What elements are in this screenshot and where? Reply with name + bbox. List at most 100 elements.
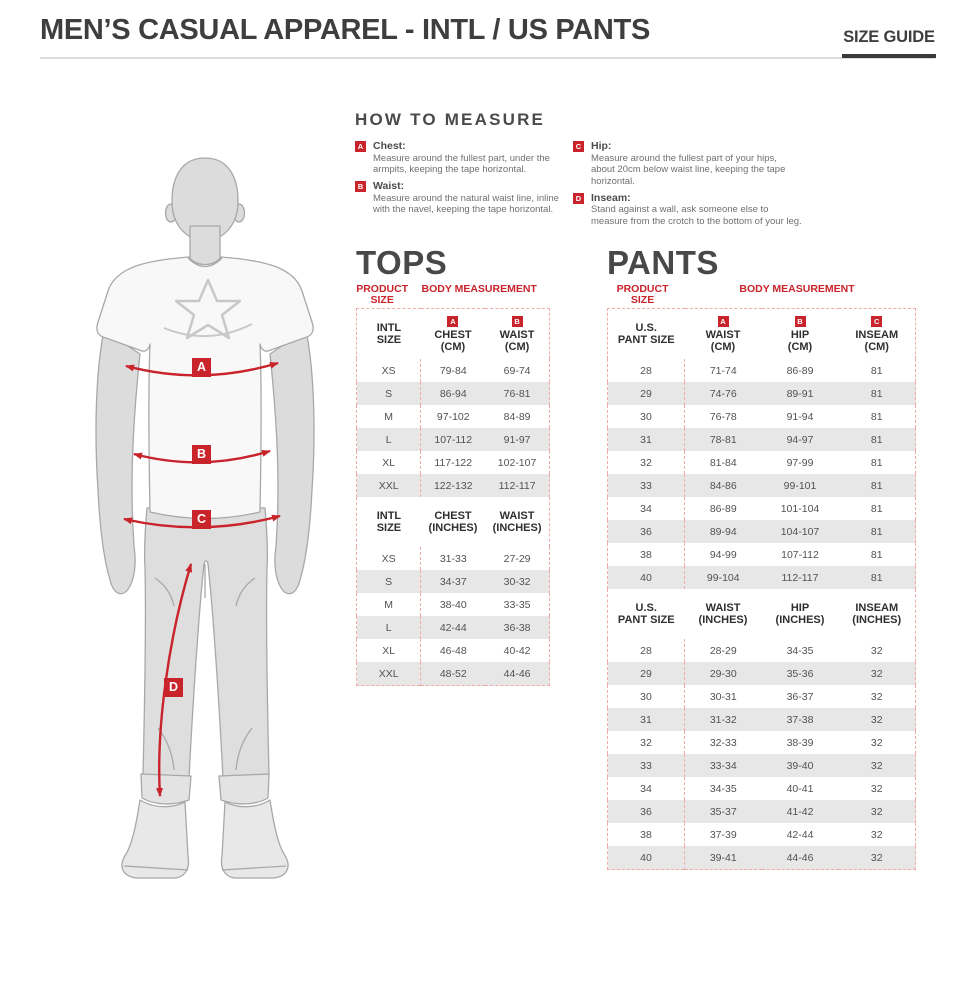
waist-cell: 30-31 — [709, 690, 737, 703]
pants-inches-row: 28 28-29 34-35 32 — [607, 639, 916, 662]
inseam-cell: 81 — [870, 456, 883, 469]
measure-item-waist: B Waist: Measure around the natural wais… — [355, 180, 559, 216]
inseam-cell: 32 — [870, 782, 883, 795]
inseam-cell: 81 — [838, 520, 916, 543]
pants-cm-row: 34 86-89 101-104 81 — [607, 497, 916, 520]
product-size-label: PRODUCT SIZE — [616, 283, 669, 306]
chest-cell: 97-102 — [436, 410, 470, 423]
size-cell: 32 — [607, 731, 685, 754]
waist-cell: 71-74 — [709, 364, 737, 377]
inseam-cell: 32 — [870, 736, 883, 749]
tops-cm-row: XS 79-84 69-74 — [356, 359, 550, 382]
size-cell: L — [356, 428, 422, 451]
inseam-cell: 32 — [870, 644, 883, 657]
hip-cell: 40-41 — [786, 782, 814, 795]
pants-cm-row: 40 99-104 112-117 81 — [607, 566, 916, 589]
hip-cell: 107-112 — [781, 548, 819, 561]
column-header: WAIST (INCHES) — [698, 602, 748, 626]
column-header: A WAIST (CM) — [705, 315, 741, 353]
inseam-cell: 32 — [838, 754, 916, 777]
inseam-cell: 81 — [870, 548, 883, 561]
inseam-cell: 32 — [838, 708, 916, 731]
chest-cell: 31-33 — [439, 552, 467, 565]
pants-inches-row: 29 29-30 35-36 32 — [607, 662, 916, 685]
measure-badge-icon: B — [511, 315, 523, 327]
chest-cell: 107-112 — [420, 428, 486, 451]
chest-cell: 34-37 — [420, 570, 486, 593]
size-cell: 28 — [607, 359, 685, 382]
pants-heading: PANTS — [607, 244, 719, 281]
column-header: U.S. PANT SIZE — [617, 602, 675, 626]
hip-cell: 94-97 — [761, 428, 839, 451]
hip-cell: 99-101 — [761, 474, 839, 497]
size-cell: 38 — [607, 823, 685, 846]
pants-cm-row: 32 81-84 97-99 81 — [607, 451, 916, 474]
waist-cell: 35-37 — [684, 800, 762, 823]
tops-heading: TOPS — [356, 244, 448, 281]
inseam-cell: 81 — [838, 566, 916, 589]
size-cell: 30 — [607, 405, 685, 428]
size-cell: M — [356, 405, 422, 428]
pants-inches-row: 34 34-35 40-41 32 — [607, 777, 916, 800]
inseam-cell: 32 — [838, 662, 916, 685]
size-cell: XS — [356, 547, 422, 570]
pants-inches-row: 36 35-37 41-42 32 — [607, 800, 916, 823]
size-cell: 40 — [607, 846, 685, 870]
pants-table: U.S. PANT SIZE A WAIST (CM) B HIP (CM) C — [607, 308, 916, 870]
waist-cell: 39-41 — [684, 846, 762, 870]
size-cell: 29 — [607, 662, 685, 685]
size-cell: XS — [356, 359, 422, 382]
waist-cell: 33-34 — [684, 754, 762, 777]
tops-cm-row: XL 117-122 102-107 — [356, 451, 550, 474]
pants-cm-header-row: U.S. PANT SIZE A WAIST (CM) B HIP (CM) C — [608, 309, 916, 360]
inseam-cell: 32 — [870, 690, 883, 703]
hip-cell: 34-35 — [786, 644, 814, 657]
chest-cell: 86-94 — [420, 382, 486, 405]
column-header: A CHEST (CM) — [434, 315, 472, 353]
waist-cell: 84-86 — [684, 474, 762, 497]
tops-table-labels: PRODUCT SIZE BODY MEASUREMENT — [356, 284, 550, 306]
size-cell: M — [356, 593, 422, 616]
body-measurement-label: BODY MEASUREMENT — [421, 283, 537, 295]
size-cell: 32 — [607, 451, 685, 474]
pants-inches-header-row: U.S. PANT SIZE WAIST (INCHES) HIP (INCHE… — [608, 589, 916, 639]
size-cell: XL — [356, 639, 422, 662]
pants-inches-row: 38 37-39 42-44 32 — [607, 823, 916, 846]
body-outline-drawing — [95, 157, 315, 879]
chest-cell: 46-48 — [439, 644, 467, 657]
waist-cell: 74-76 — [684, 382, 762, 405]
measure-badge-icon: C — [871, 315, 883, 327]
column-header: U.S. PANT SIZE — [617, 322, 675, 346]
pants-inches-row: 30 30-31 36-37 32 — [607, 685, 916, 708]
size-cell: L — [356, 616, 422, 639]
column-header: C INSEAM (CM) — [855, 315, 899, 353]
waist-badge-icon: B — [355, 181, 366, 193]
waist-cell: 81-84 — [709, 456, 737, 469]
waist-cell: 30-32 — [485, 570, 550, 593]
waist-cell: 84-89 — [503, 410, 531, 423]
column-header: INTL SIZE — [376, 510, 402, 534]
size-cell: S — [356, 570, 422, 593]
hip-cell: 89-91 — [761, 382, 839, 405]
hip-cell: 35-36 — [761, 662, 839, 685]
tops-cm-header-row: INTL SIZE A CHEST (CM) B WAIST (CM) — [357, 309, 550, 360]
size-cell: 34 — [607, 777, 685, 800]
pants-inches-row: 40 39-41 44-46 32 — [607, 846, 916, 870]
tops-inches-row: L 42-44 36-38 — [356, 616, 550, 639]
measure-badge-icon: B — [794, 315, 806, 327]
how-to-measure-column-right: C Hip: Measure around the fullest part o… — [573, 140, 803, 232]
pants-cm-row: 36 89-94 104-107 81 — [607, 520, 916, 543]
inseam-badge-icon: D — [573, 192, 584, 204]
tops-section: TOPS PRODUCT SIZE BODY MEASUREMENT INTL … — [356, 246, 550, 686]
measure-badge-icon: A — [447, 315, 459, 327]
waist-cell: 94-99 — [709, 548, 737, 561]
column-header: HIP (INCHES) — [775, 602, 825, 626]
waist-cell: 40-42 — [503, 644, 531, 657]
size-guide-label: SIZE GUIDE — [842, 28, 936, 58]
pants-cm-row: 33 84-86 99-101 81 — [607, 474, 916, 497]
hip-cell: 101-104 — [780, 502, 820, 515]
hip-cell: 112-117 — [761, 566, 839, 589]
inseam-cell: 32 — [870, 828, 883, 841]
waist-cell: 76-78 — [709, 410, 737, 423]
